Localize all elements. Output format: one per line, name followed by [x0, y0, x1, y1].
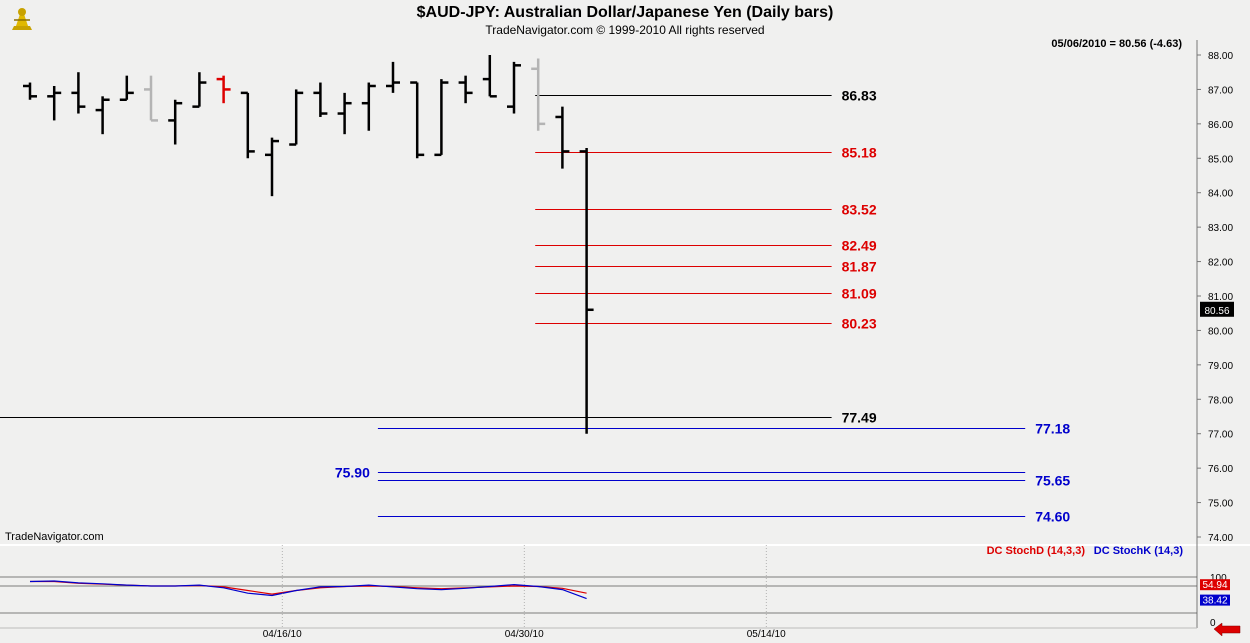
ohlc-bar	[531, 58, 546, 131]
ohlc-bar	[482, 55, 497, 98]
stoch-d-last-box	[1200, 579, 1230, 591]
date-tick-label: 04/30/10	[505, 629, 544, 640]
ohlc-bar	[434, 79, 449, 157]
ohlc-bar	[361, 82, 376, 131]
stochastic-axis: 100 0	[1210, 573, 1227, 629]
ohlc-bar	[192, 72, 207, 108]
level-label: 83.52	[842, 202, 877, 218]
ohlc-bar	[555, 106, 570, 169]
price-tick-label: 85.00	[1208, 154, 1233, 165]
level-label: 81.09	[842, 286, 877, 302]
watermark-text: TradeNavigator.com	[5, 531, 104, 543]
ohlc-bar	[386, 61, 400, 93]
stoch-k-legend: DC StochK (14,3)	[1094, 545, 1184, 557]
stoch-k-last-box	[1200, 594, 1230, 606]
level-label: 80.23	[842, 316, 877, 332]
ohlc-bar	[289, 89, 304, 146]
stoch-tick-label: 100	[1210, 573, 1227, 584]
stochastic-reference-lines	[0, 576, 1197, 614]
ohlc-bar	[216, 75, 231, 104]
price-levels: 86.83 85.18 83.52 82.49 81.87 81.09 80.23 77.49…	[0, 88, 1070, 525]
level-label: 77.18	[1035, 421, 1070, 437]
level-label: 81.87	[842, 259, 877, 275]
price-tick-label: 75.00	[1208, 499, 1233, 510]
date-axis: 04/16/10 04/30/10 05/14/10	[263, 545, 786, 640]
ohlc-bar	[410, 81, 425, 159]
ohlc-bar	[240, 91, 255, 159]
date-tick-label: 05/14/10	[747, 629, 786, 640]
date-tick-label: 04/16/10	[263, 629, 302, 640]
ohlc-bar	[313, 82, 328, 117]
price-tick-label: 86.00	[1208, 120, 1233, 131]
ohlc-bar	[507, 61, 521, 114]
trade-navigator-logo-icon	[10, 8, 34, 34]
ohlc-bar	[168, 99, 183, 145]
copyright-text: TradeNavigator.com © 1999-2010 All right…	[485, 23, 764, 37]
stoch-d-legend: DC StochD (14,3,3)	[987, 545, 1086, 557]
ohlc-bar	[579, 147, 594, 434]
level-label: 86.83	[842, 88, 877, 104]
stochastic-lines	[29, 580, 587, 600]
price-tick-label: 84.00	[1208, 189, 1233, 200]
ohlc-bar	[337, 92, 352, 135]
ohlc-bar	[265, 137, 279, 197]
ohlc-bar	[144, 75, 158, 122]
stoch-tick-label: 0	[1210, 618, 1216, 629]
stoch-series-line	[30, 580, 587, 595]
price-tick-label: 78.00	[1208, 395, 1233, 406]
price-tick-label: 74.00	[1208, 533, 1233, 544]
level-label: 77.49	[842, 410, 877, 426]
level-label: 75.90	[335, 465, 370, 481]
ohlc-bar	[71, 72, 86, 114]
ohlc-bar	[458, 75, 473, 104]
stoch-d-last-label: 54.94	[1202, 580, 1227, 591]
price-tick-label: 83.00	[1208, 223, 1233, 234]
level-label: 74.60	[1035, 509, 1070, 525]
price-tick-label: 81.00	[1208, 292, 1233, 303]
chart-title: $AUD-JPY: Australian Dollar/Japanese Yen…	[417, 4, 834, 21]
last-price-label: 80.56	[1204, 306, 1229, 317]
stochastic-last-values: 38.42 54.94	[1200, 579, 1230, 607]
price-bars	[23, 55, 594, 434]
stoch-k-last-label: 38.42	[1202, 596, 1227, 607]
price-tick-label: 80.00	[1208, 326, 1233, 337]
price-tick-label: 87.00	[1208, 85, 1233, 96]
price-tick-label: 82.00	[1208, 258, 1233, 269]
level-label: 85.18	[842, 145, 877, 161]
price-tick-label: 77.00	[1208, 430, 1233, 441]
level-label: 75.65	[1035, 473, 1070, 489]
quote-readout: 05/06/2010 = 80.56 (-4.63)	[1051, 38, 1182, 50]
price-tick-label: 79.00	[1208, 361, 1233, 372]
ohlc-bar	[95, 96, 110, 135]
price-tick-label: 76.00	[1208, 464, 1233, 475]
ohlc-bar	[119, 75, 134, 102]
ohlc-bar	[47, 85, 62, 121]
stoch-series-line	[29, 580, 587, 600]
ohlc-bar	[23, 82, 37, 100]
level-label: 82.49	[842, 238, 877, 254]
last-price-marker: 80.56	[1200, 301, 1234, 317]
price-tick-label: 88.00	[1208, 51, 1233, 62]
price-axis: 88.00 87.00 86.00 85.00 84.00 83.00 82.00 81.00…	[1197, 51, 1233, 544]
scroll-left-icon[interactable]	[1213, 622, 1241, 637]
